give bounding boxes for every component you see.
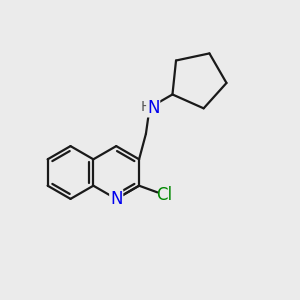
Text: Cl: Cl — [156, 186, 172, 204]
Text: N: N — [147, 99, 159, 117]
Text: N: N — [110, 190, 122, 208]
Text: N: N — [110, 190, 122, 208]
Text: H: H — [140, 100, 151, 114]
